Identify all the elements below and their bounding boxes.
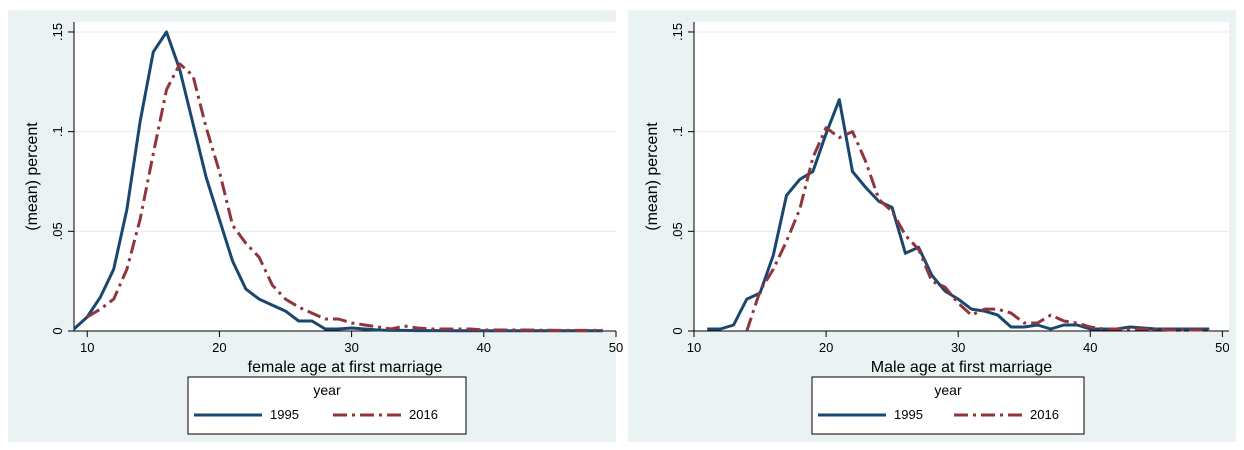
x-axis-title: female age at first marriage <box>248 359 443 376</box>
y-tick-label: 0 <box>670 327 685 334</box>
x-tick-label: 20 <box>212 340 226 355</box>
legend-title: year <box>934 382 962 398</box>
legend-label-1995: 1995 <box>894 407 923 422</box>
x-tick-label: 10 <box>687 340 701 355</box>
y-tick-label: .05 <box>670 222 685 240</box>
y-tick-label: .1 <box>670 126 685 137</box>
legend-label-2016: 2016 <box>409 407 438 422</box>
x-tick-label: 40 <box>1083 340 1097 355</box>
legend-label-1995: 1995 <box>270 407 299 422</box>
legend-box <box>811 376 1085 435</box>
series-line-2016 <box>86 62 603 332</box>
legend-title: year <box>313 382 341 398</box>
y-tick-label: .05 <box>50 222 65 240</box>
x-tick-label: 50 <box>609 340 623 355</box>
x-tick-label: 40 <box>477 340 491 355</box>
plot-area <box>694 22 1229 331</box>
y-tick-label: .1 <box>50 126 65 137</box>
chart-panel-2: 10 20 30 40 50 0 .05 .1 .15 Male age at first mar… <box>628 10 1236 442</box>
plot-area <box>74 22 616 331</box>
charts: 10 20 30 40 50 0 .05 .1 .15 female age at first m… <box>8 10 1236 442</box>
legend-label-2016: 2016 <box>1030 407 1059 422</box>
y-tick-label: .15 <box>50 23 65 41</box>
series-line-1995 <box>707 98 1210 331</box>
legend: year 1995 2016 <box>187 376 467 435</box>
y-axis-title: (mean) percent <box>644 122 661 231</box>
y-tick-label: 0 <box>50 327 65 334</box>
x-tick-label: 50 <box>1215 340 1229 355</box>
x-tick-label: 20 <box>819 340 833 355</box>
y-tick-label: .15 <box>670 23 685 41</box>
chart-panel-1: 10 20 30 40 50 0 .05 .1 .15 female age at first m… <box>8 10 623 442</box>
x-axis-title: Male age at first marriage <box>871 359 1053 376</box>
legend: year 1995 2016 <box>811 376 1085 435</box>
legend-box <box>187 376 467 435</box>
x-tick-label: 30 <box>951 340 965 355</box>
x-tick-label: 10 <box>80 340 94 355</box>
y-axis-title: (mean) percent <box>24 122 41 231</box>
x-tick-label: 30 <box>344 340 358 355</box>
